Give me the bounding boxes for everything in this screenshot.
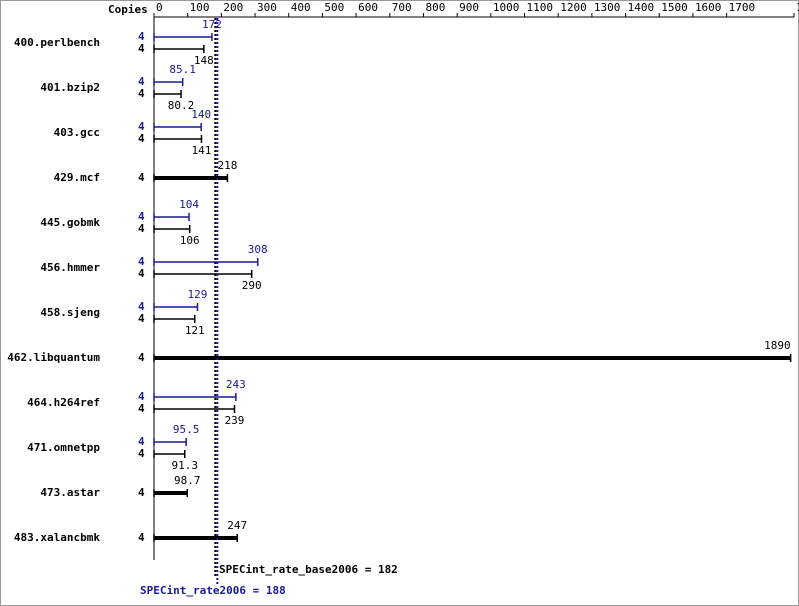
copies-value: 4 (138, 132, 145, 145)
value-label: 172 (202, 18, 222, 31)
value-label: 91.3 (172, 459, 199, 472)
copies-value: 4 (138, 312, 145, 325)
benchmark-name: 401.bzip2 (40, 81, 100, 94)
bar (154, 228, 190, 230)
x-tick-label: 300 (257, 1, 277, 14)
bar (154, 306, 198, 308)
x-tick-label: 900 (459, 1, 479, 14)
value-label: 95.5 (173, 423, 200, 436)
benchmark-name: 462.libquantum (7, 351, 100, 364)
copies-value: 4 (138, 75, 145, 88)
copies-value: 4 (138, 351, 145, 364)
benchmark-name: 471.omnetpp (27, 441, 100, 454)
value-label: 243 (226, 378, 246, 391)
benchmark-name: 400.perlbench (14, 36, 100, 49)
bar (154, 126, 202, 128)
x-tick-label: 100 (190, 1, 210, 14)
bar (154, 453, 185, 455)
value-label: 308 (248, 243, 268, 256)
copies-value: 4 (138, 486, 145, 499)
copies-value: 4 (138, 531, 145, 544)
bar (154, 93, 182, 95)
x-tick-label: 1100 (527, 1, 554, 14)
copies-value: 4 (138, 42, 145, 55)
benchmark-name: 483.xalancbmk (14, 531, 100, 544)
copies-value: 4 (138, 120, 145, 133)
value-label: 218 (217, 159, 237, 172)
bar (154, 273, 252, 275)
benchmark-name: 464.h264ref (27, 396, 100, 409)
benchmark-name: 473.astar (40, 486, 100, 499)
copies-value: 4 (138, 210, 145, 223)
value-label: 121 (185, 324, 205, 337)
x-tick-label: 1000 (493, 1, 520, 14)
x-tick-label: 500 (324, 1, 344, 14)
x-tick-label: 1300 (594, 1, 621, 14)
value-label: 104 (179, 198, 199, 211)
copies-value: 4 (138, 87, 145, 100)
bar (154, 318, 195, 320)
benchmark-name: 458.sjeng (40, 306, 100, 319)
x-tick-label: 1200 (560, 1, 587, 14)
benchmark-name: 429.mcf (54, 171, 100, 184)
x-tick-label: 1500 (661, 1, 688, 14)
bar (154, 261, 258, 263)
copies-value: 4 (138, 390, 145, 403)
value-label: 140 (191, 108, 211, 121)
copies-header: Copies (108, 3, 148, 16)
copies-value: 4 (138, 30, 145, 43)
copies-value: 4 (138, 402, 145, 415)
bar (154, 48, 204, 50)
bar (154, 536, 238, 540)
x-tick-label: 600 (358, 1, 378, 14)
bar (154, 396, 236, 398)
benchmark-name: 403.gcc (54, 126, 100, 139)
bar (154, 81, 183, 83)
x-tick-label: 700 (392, 1, 412, 14)
x-tick-label: 1600 (695, 1, 722, 14)
copies-value: 4 (138, 435, 145, 448)
x-tick-label: 200 (223, 1, 243, 14)
x-tick-label: 800 (425, 1, 445, 14)
bar (154, 408, 235, 410)
bar (154, 36, 212, 38)
bar (154, 216, 190, 218)
copies-value: 4 (138, 267, 145, 280)
value-label: 290 (242, 279, 262, 292)
reference-label: SPECint_rate2006 = 188 (140, 584, 286, 597)
copies-value: 4 (138, 300, 145, 313)
copies-value: 4 (138, 255, 145, 268)
x-tick-label: 1900 (796, 1, 799, 14)
copies-value: 4 (138, 222, 145, 235)
benchmark-name: 445.gobmk (40, 216, 100, 229)
bar (154, 176, 228, 180)
x-tick-label: 0 (156, 1, 163, 14)
x-tick-label: 1700 (729, 1, 756, 14)
copies-value: 4 (138, 447, 145, 460)
bar (154, 138, 202, 140)
copies-value: 4 (138, 171, 145, 184)
value-label: 106 (180, 234, 200, 247)
bar (154, 356, 791, 360)
value-label: 141 (192, 144, 212, 157)
value-label: 80.2 (168, 99, 195, 112)
benchmark-name: 456.hmmer (40, 261, 100, 274)
bar (154, 441, 187, 443)
value-label: 1890 (764, 339, 791, 352)
reference-label: SPECint_rate_base2006 = 182 (219, 563, 398, 576)
value-label: 129 (188, 288, 208, 301)
value-label: 239 (225, 414, 245, 427)
x-tick-label: 1400 (628, 1, 655, 14)
value-label: 247 (227, 519, 247, 532)
x-tick-label: 400 (291, 1, 311, 14)
value-label: 148 (194, 54, 214, 67)
bar (154, 491, 188, 495)
value-label: 85.1 (169, 63, 196, 76)
value-label: 98.7 (174, 474, 201, 487)
